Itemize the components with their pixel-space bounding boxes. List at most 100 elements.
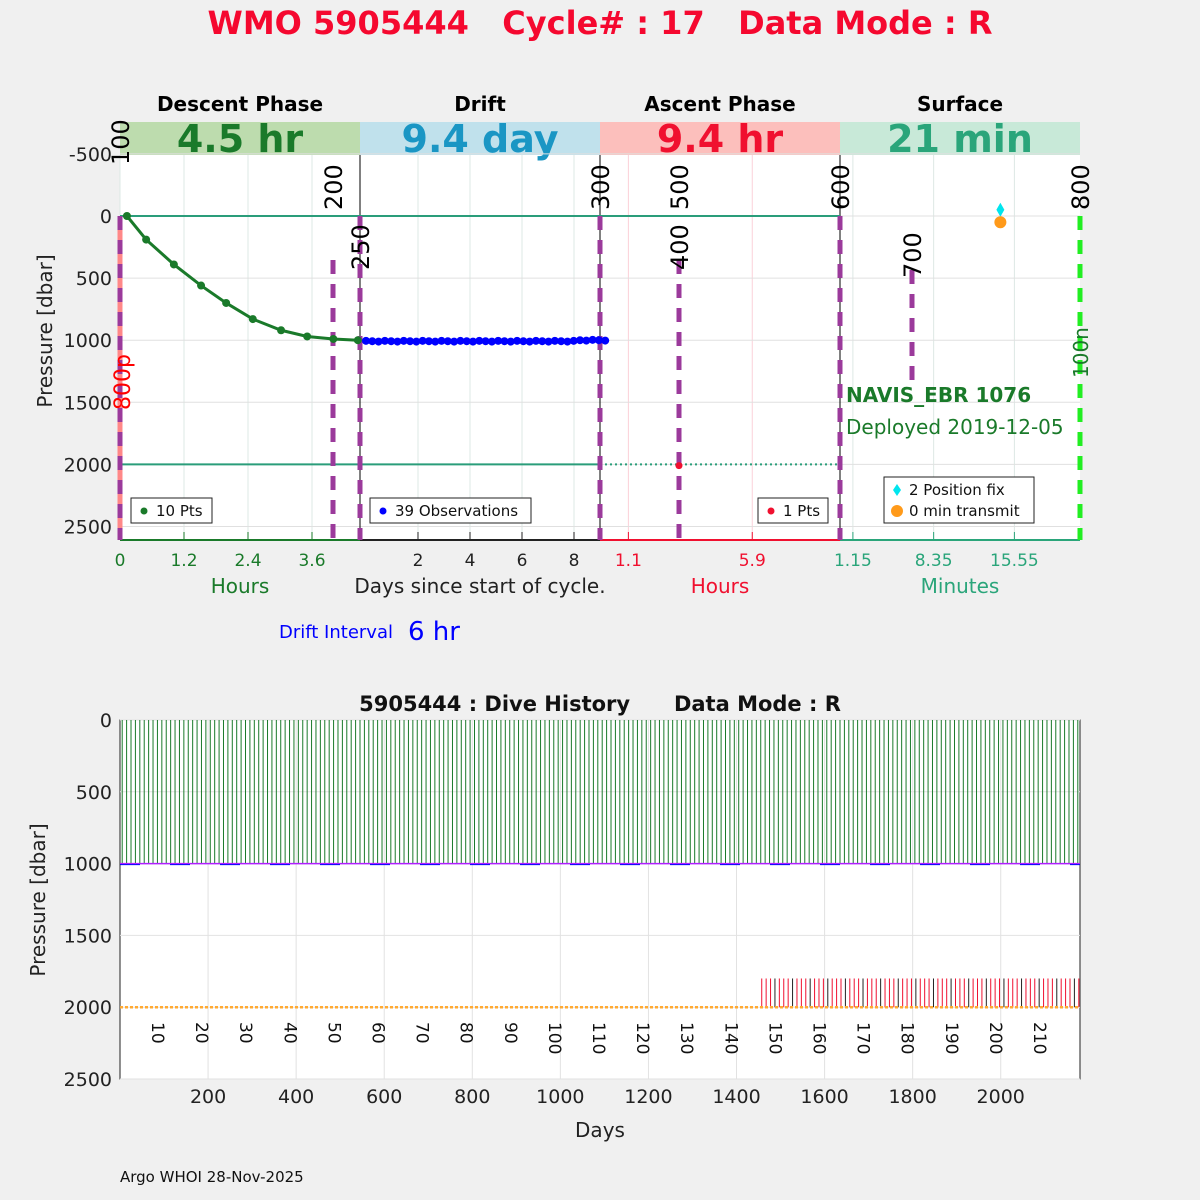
drift-point — [475, 336, 484, 345]
drift-point — [538, 337, 547, 346]
drift-point — [550, 336, 559, 345]
drift-point — [412, 337, 421, 346]
marker-label: 100 — [107, 119, 135, 165]
drift-interval-value: 6 hr — [408, 617, 460, 647]
x-tick-label: 1.2 — [170, 551, 197, 571]
transmit-point — [994, 216, 1007, 229]
x-unit-label: Minutes — [921, 574, 1000, 598]
legend-marker — [379, 507, 387, 515]
marker-label: 800 — [1067, 164, 1095, 210]
y-tick-label: 1500 — [64, 392, 112, 414]
x-tick-label: 5.9 — [739, 551, 766, 571]
phase-band — [840, 122, 1080, 155]
y-tick-label: 2000 — [64, 997, 112, 1019]
cycle-label: 210 — [1029, 1022, 1049, 1054]
drift-point — [443, 337, 452, 346]
y-tick-label: 2500 — [64, 517, 112, 539]
descent-point — [197, 281, 206, 290]
drift-point — [456, 336, 465, 345]
x-axis-label: Days — [575, 1118, 625, 1142]
x-tick-label: 0 — [115, 551, 126, 571]
legend-box — [883, 476, 1035, 524]
legend-label: 39 Observations — [395, 502, 518, 520]
descent-line — [125, 215, 358, 342]
x-tick-label: 1.1 — [615, 551, 642, 571]
cycle-label: 10 — [147, 1022, 167, 1044]
y-tick-label: 1000 — [64, 854, 112, 876]
x-tick-label: 15.55 — [990, 551, 1039, 571]
cycle-label: 180 — [897, 1022, 917, 1054]
dive-history-title: 5905444 : Dive History Data Mode : R — [359, 692, 841, 716]
marker-label: 200 — [320, 164, 348, 210]
y-tick-label: 0 — [100, 710, 112, 732]
y-tick-label: 2500 — [64, 1069, 112, 1091]
x-tick-label: 1600 — [800, 1086, 848, 1108]
drift-point — [431, 337, 440, 346]
cycle-label: 40 — [279, 1022, 299, 1044]
x-tick-label: 1400 — [712, 1086, 760, 1108]
position-fix-point — [996, 202, 1005, 217]
x-tick-label: 2000 — [977, 1086, 1025, 1108]
cycle-label: 190 — [941, 1022, 961, 1054]
y-tick-label: 1000 — [64, 330, 112, 352]
legend-label: 1 Pts — [783, 502, 820, 520]
side-label-right: 100n — [1069, 327, 1093, 378]
y-tick-label: 500 — [76, 268, 112, 290]
plot-area — [119, 719, 1081, 1080]
drift-point — [594, 336, 603, 345]
drift-point — [462, 337, 471, 346]
x-tick-label: 2.4 — [234, 551, 261, 571]
cycle-label: 30 — [235, 1022, 255, 1044]
x-tick-label: 1200 — [624, 1086, 672, 1108]
descent-point — [353, 336, 362, 345]
drift-point — [576, 336, 585, 345]
x-tick-label: 200 — [190, 1086, 226, 1108]
cycle-label: 130 — [676, 1022, 696, 1054]
legend-marker — [140, 507, 148, 515]
descent-point — [303, 332, 312, 341]
phase-title: Descent Phase — [157, 92, 323, 116]
float-type: NAVIS_EBR 1076 — [846, 383, 1031, 407]
marker-label: 600 — [827, 164, 855, 210]
x-tick-label: 2 — [413, 551, 424, 571]
cycle-label: 120 — [632, 1022, 652, 1054]
drift-point — [557, 337, 566, 346]
drift-point — [406, 337, 415, 346]
x-unit-label: Hours — [691, 574, 750, 598]
drift-point — [531, 336, 540, 345]
descent-point — [122, 212, 131, 220]
phase-band — [600, 122, 840, 155]
phase-title: Drift — [454, 92, 506, 116]
cycle-label: 200 — [985, 1022, 1005, 1054]
side-label-left: 800p — [111, 354, 136, 410]
marker-label: 500 — [666, 164, 694, 210]
cycle-label: 90 — [500, 1022, 520, 1044]
x-tick-label: 800 — [454, 1086, 490, 1108]
cycle-label: 60 — [368, 1022, 388, 1044]
x-axis-label: Days since start of cycle. — [354, 574, 605, 598]
drift-point — [374, 337, 383, 346]
descent-point — [277, 326, 286, 335]
x-tick-label: 8.35 — [915, 551, 953, 571]
descent-point — [222, 298, 231, 307]
cycle-label: 80 — [456, 1022, 476, 1044]
drift-point — [506, 337, 515, 346]
drift-point — [519, 337, 528, 346]
cycle-label: 70 — [412, 1022, 432, 1044]
x-tick-label: 8 — [569, 551, 580, 571]
y-axis-label: Pressure [dbar] — [33, 254, 57, 407]
drift-point — [361, 336, 370, 345]
drift-point — [513, 336, 522, 345]
legend-label: 2 Position fix — [909, 481, 1005, 499]
drift-point — [481, 337, 490, 346]
descent-point — [329, 334, 338, 343]
cycle-label: 110 — [588, 1022, 608, 1054]
phase-band — [360, 122, 600, 155]
y-tick-label: 0 — [100, 206, 112, 228]
cycle-label: 160 — [809, 1022, 829, 1054]
drift-interval-label: Drift Interval — [279, 622, 393, 643]
drift-point — [500, 337, 509, 346]
drift-point — [588, 335, 597, 344]
legend-marker — [767, 507, 775, 515]
